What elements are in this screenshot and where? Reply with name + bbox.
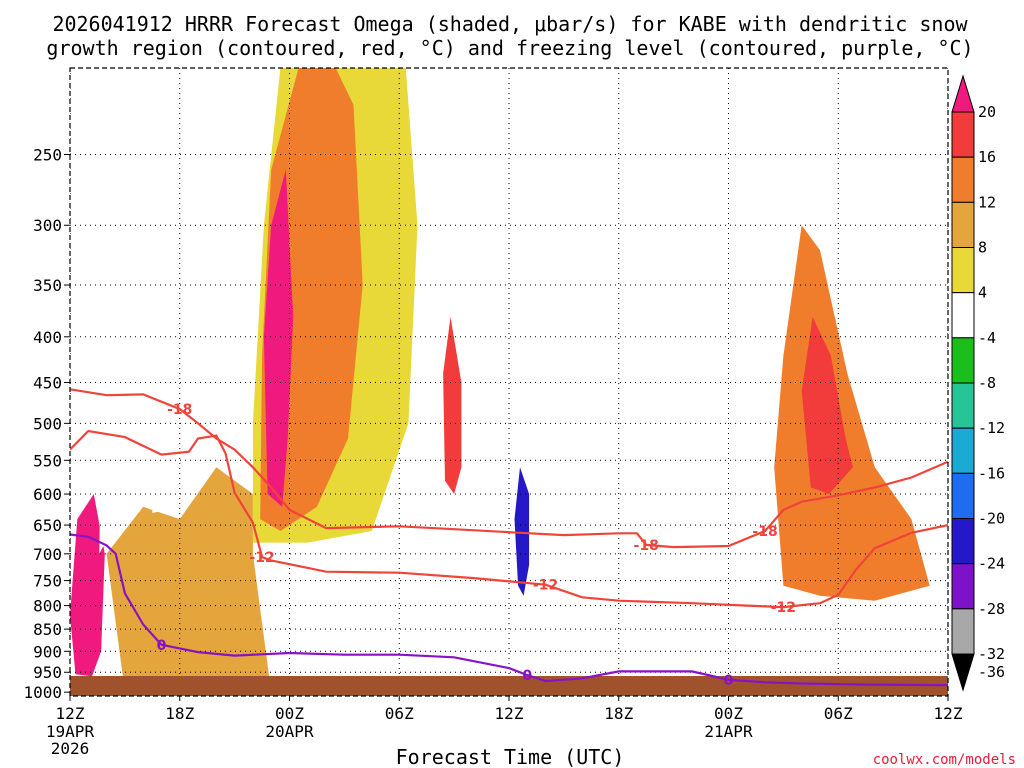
- x-tick-label-18: 06Z: [385, 704, 414, 723]
- colorbar-swatch-9: [951, 472, 975, 520]
- colorbar-label-9: -20: [978, 510, 1005, 528]
- omega-region-ascent-green-column-left: [99, 68, 131, 554]
- dgz-lower-contour-label-0: -12: [249, 550, 274, 566]
- dgz-upper-contour-label-2: -18: [752, 524, 777, 540]
- y-tick-label-500: 500: [33, 414, 62, 433]
- colorbar-label-5: -4: [978, 329, 996, 347]
- freezing-level-contour-label-0: 0: [157, 638, 167, 654]
- colorbar-label-7: -12: [978, 419, 1005, 437]
- y-tick-label-250: 250: [33, 146, 62, 165]
- colorbar-label-10: -24: [978, 555, 1005, 573]
- dgz-upper-contour: [70, 388, 948, 549]
- x-tick-sub-36-0: 21APR: [704, 722, 753, 741]
- y-tick-label-550: 550: [33, 451, 62, 470]
- colorbar-label-1: 16: [978, 148, 996, 166]
- omega-region-descent-band-evening: [106, 467, 272, 693]
- x-tick-label-12: 00Z: [275, 704, 304, 723]
- chart-title-line-2: growth region (contoured, red, °C) and f…: [46, 36, 973, 60]
- x-tick-label-48: 12Z: [934, 704, 963, 723]
- plot-area: -18 -18 -18 -12 -12 -12 0 0 0: [69, 67, 949, 697]
- colorbar-swatch-10: [951, 518, 975, 565]
- chart-title-line-1: 2026041912 HRRR Forecast Omega (shaded, …: [52, 12, 968, 36]
- omega-region-ascent-green-column-2: [152, 68, 202, 513]
- colorbar-swatch-6: [951, 337, 975, 384]
- y-tick-label-650: 650: [33, 516, 62, 535]
- colorbar-swatch-1: [951, 111, 975, 158]
- colorbar-label-0: 20: [978, 103, 996, 121]
- dgz-lower-contour-label-2: -12: [771, 600, 796, 616]
- color-bar: 20 16 12 8 4 -4 -8 -12 -16 -20 -24 -28 -32-36: [951, 74, 1005, 692]
- y-tick-label-700: 700: [33, 545, 62, 564]
- terrain-ground: [70, 676, 948, 696]
- colorbar-label-11: -28: [978, 600, 1005, 618]
- x-tick-label-36: 00Z: [714, 704, 743, 723]
- x-tick-label-42: 06Z: [824, 704, 853, 723]
- freezing-level-contour: [70, 533, 948, 687]
- y-tick-label-800: 800: [33, 597, 62, 616]
- freezing-level-contour-label-2: 0: [724, 673, 734, 689]
- y-tick-label-750: 750: [33, 572, 62, 591]
- x-tick-sub-12-0: 20APR: [265, 722, 314, 741]
- dgz-upper-contour-label-0: -18: [167, 402, 192, 418]
- colorbar-swatch-12: [951, 608, 975, 655]
- x-tick-sub-0-1: 2026: [51, 739, 90, 758]
- colorbar-swatch-5: [951, 292, 975, 339]
- colorbar-label-13: -36: [978, 663, 1005, 681]
- omega-region-ascent-green-day2-top: [856, 68, 948, 374]
- colorbar-swatch-3: [951, 201, 975, 248]
- colorbar-label-3: 8: [978, 239, 987, 257]
- y-tick-label-900: 900: [33, 642, 62, 661]
- y-tick-label-600: 600: [33, 485, 62, 504]
- dgz-lower-contour-label-1: -12: [533, 578, 558, 594]
- x-tick-label-0: 12Z: [56, 704, 85, 723]
- dgz-upper-contour-label-1: -18: [634, 538, 659, 554]
- x-tick-label-30: 18Z: [604, 704, 633, 723]
- omega-region-ascent-12z-core: [514, 467, 530, 596]
- colorbar-swatch-13: [951, 653, 975, 692]
- colorbar-swatch-8: [951, 427, 975, 474]
- y-tick-label-350: 350: [33, 276, 62, 295]
- credit-text: coolwx.com/models: [873, 752, 1016, 768]
- dgz-lower-contour: [70, 429, 948, 609]
- omega-region-descent-06z-core: [801, 316, 853, 494]
- colorbar-label-6: -8: [978, 374, 996, 392]
- colorbar-swatch-7: [951, 382, 975, 429]
- colorbar-label-4: 4: [978, 284, 987, 302]
- colorbar-label-12: -32: [978, 645, 1005, 663]
- omega-region-descent-core-09z: [443, 316, 462, 494]
- x-tick-sub-0-0: 19APR: [46, 722, 95, 741]
- colorbar-swatch-11: [951, 563, 975, 610]
- y-tick-label-950: 950: [33, 663, 62, 682]
- x-axis-label: Forecast Time (UTC): [396, 745, 625, 768]
- colorbar-label-2: 12: [978, 193, 996, 211]
- colorbar-swatch-0: [951, 74, 975, 113]
- colorbar-label-8: -16: [978, 464, 1005, 482]
- omega-region-descent-core-pink-00z: [263, 169, 294, 507]
- x-tick-label-6: 18Z: [165, 704, 194, 723]
- y-tick-label-300: 300: [33, 216, 62, 235]
- y-tick-label-850: 850: [33, 620, 62, 639]
- colorbar-swatch-4: [951, 247, 975, 294]
- colorbar-swatch-2: [951, 156, 975, 203]
- freezing-level-contour-label-1: 0: [522, 668, 532, 684]
- y-tick-label-450: 450: [33, 373, 62, 392]
- y-tick-label-400: 400: [33, 328, 62, 347]
- y-tick-label-1000: 1000: [23, 683, 62, 702]
- x-tick-label-24: 12Z: [495, 704, 524, 723]
